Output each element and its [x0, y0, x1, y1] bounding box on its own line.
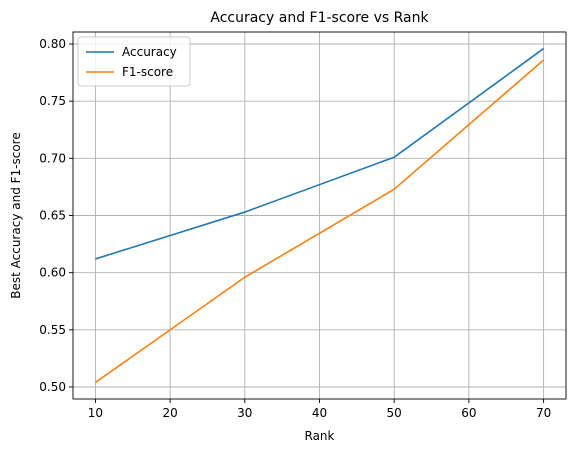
- x-tick-label: 30: [237, 406, 252, 420]
- x-tick-label: 50: [387, 406, 402, 420]
- y-tick-label: 0.55: [39, 323, 66, 337]
- y-tick-label: 0.75: [39, 94, 66, 108]
- x-tick-label: 40: [312, 406, 327, 420]
- grid: [73, 32, 566, 399]
- legend: Accuracy F1-score: [77, 36, 191, 87]
- y-tick-label: 0.65: [39, 209, 66, 223]
- x-tick-label: 60: [461, 406, 476, 420]
- x-axis-label: Rank: [305, 429, 335, 443]
- x-axis: 10 20 30 40 50 60 70: [88, 399, 551, 420]
- y-axis: 0.50 0.55 0.60 0.65 0.70 0.75 0.80: [39, 37, 73, 394]
- legend-box: [77, 36, 191, 87]
- series-line-f1-score: [94, 59, 545, 384]
- chart-title: Accuracy and F1-score vs Rank: [210, 10, 429, 26]
- y-tick-label: 0.50: [39, 380, 66, 394]
- y-tick-label: 0.60: [39, 266, 66, 280]
- x-tick-label: 20: [162, 406, 177, 420]
- y-axis-label: Best Accuracy and F1-score: [9, 132, 23, 299]
- legend-label-accuracy: Accuracy: [122, 45, 177, 59]
- x-tick-label: 70: [536, 406, 551, 420]
- series-group: [94, 47, 545, 384]
- y-tick-label: 0.80: [39, 37, 66, 51]
- y-tick-label: 0.70: [39, 151, 66, 165]
- x-tick-label: 10: [88, 406, 103, 420]
- series-line-accuracy: [95, 47, 545, 260]
- legend-label-f1-score: F1-score: [122, 65, 173, 79]
